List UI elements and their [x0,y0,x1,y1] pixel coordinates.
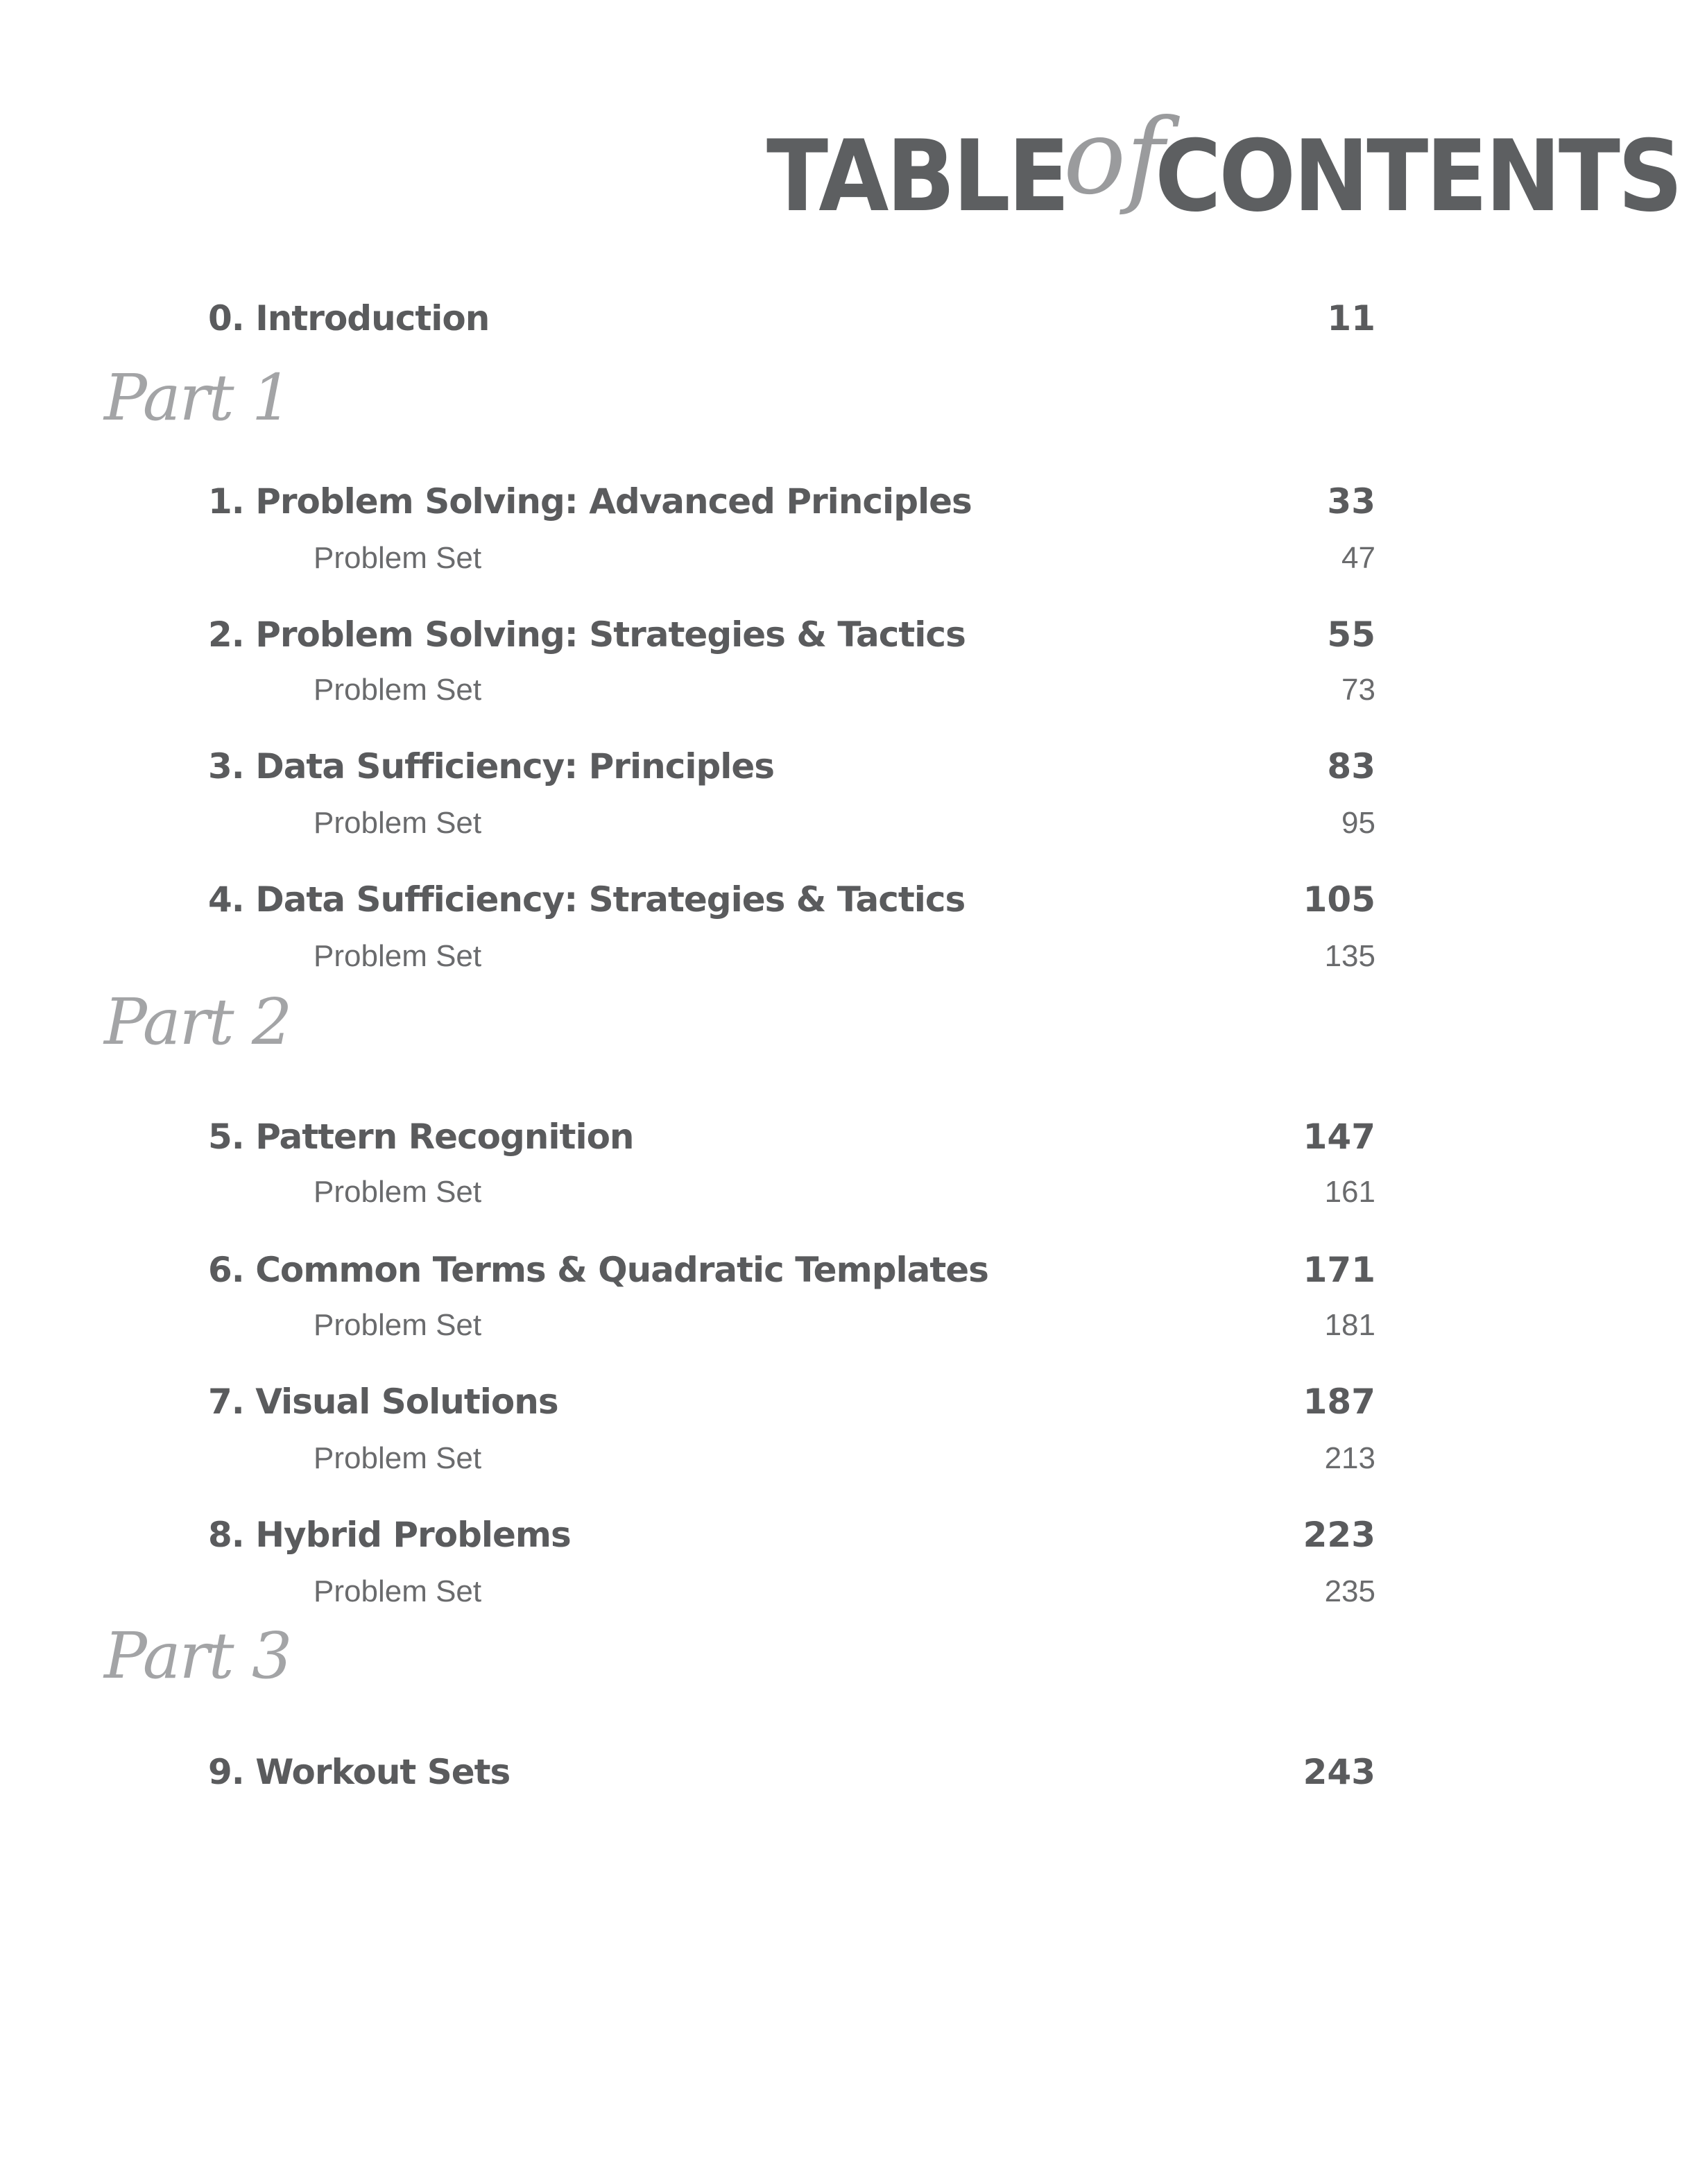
entry-title: Problem Set [314,541,482,575]
entry-title: Problem Set [314,806,482,840]
page-number: 243 [1303,1752,1375,1792]
entry-title: Problem Set [314,1175,482,1209]
part-label: Part 1 [104,361,292,435]
page-number: 235 [1324,1574,1375,1608]
page-number: 11 [1327,298,1375,338]
page-title: TABLE of CONTENTS [766,97,1683,243]
page-number: 55 [1327,614,1375,655]
entry-title: 1. Problem Solving: Advanced Principles [208,481,972,522]
entry-title: 8. Hybrid Problems [208,1515,572,1555]
part-label: Part 3 [104,1619,292,1693]
page-number: 105 [1303,879,1375,920]
page-number: 147 [1303,1117,1375,1157]
entry-title: 9. Workout Sets [208,1752,511,1792]
entry-title: Problem Set [314,673,482,707]
page-number: 187 [1303,1382,1375,1422]
entry-title: 7. Visual Solutions [208,1382,559,1422]
entry-title: Problem Set [314,1308,482,1342]
title-contents: CONTENTS [1155,119,1683,234]
page-number: 181 [1324,1308,1375,1342]
page-number: 161 [1324,1175,1375,1209]
entry-title: 2. Problem Solving: Strategies & Tactics [208,614,966,655]
entry-title: Problem Set [314,939,482,973]
page-number: 47 [1341,541,1375,575]
part-label: Part 2 [104,985,292,1059]
entry-title: 4. Data Sufficiency: Strategies & Tactic… [208,879,966,920]
page-number: 83 [1327,746,1375,786]
entry-title: 5. Pattern Recognition [208,1117,635,1157]
entry-title: Problem Set [314,1441,482,1475]
page-number: 171 [1303,1250,1375,1290]
title-of: of [1063,97,1165,218]
entry-title: 3. Data Sufficiency: Principles [208,746,775,786]
entry-title: Problem Set [314,1574,482,1608]
page-number: 33 [1327,481,1375,522]
entry-title: 6. Common Terms & Quadratic Templates [208,1250,989,1290]
title-table: TABLE [766,119,1070,234]
page-number: 73 [1341,673,1375,707]
page-number: 223 [1303,1515,1375,1555]
page-number: 95 [1341,806,1375,840]
entry-title: 0. Introduction [208,298,490,338]
page-number: 213 [1324,1441,1375,1475]
page-number: 135 [1324,939,1375,973]
